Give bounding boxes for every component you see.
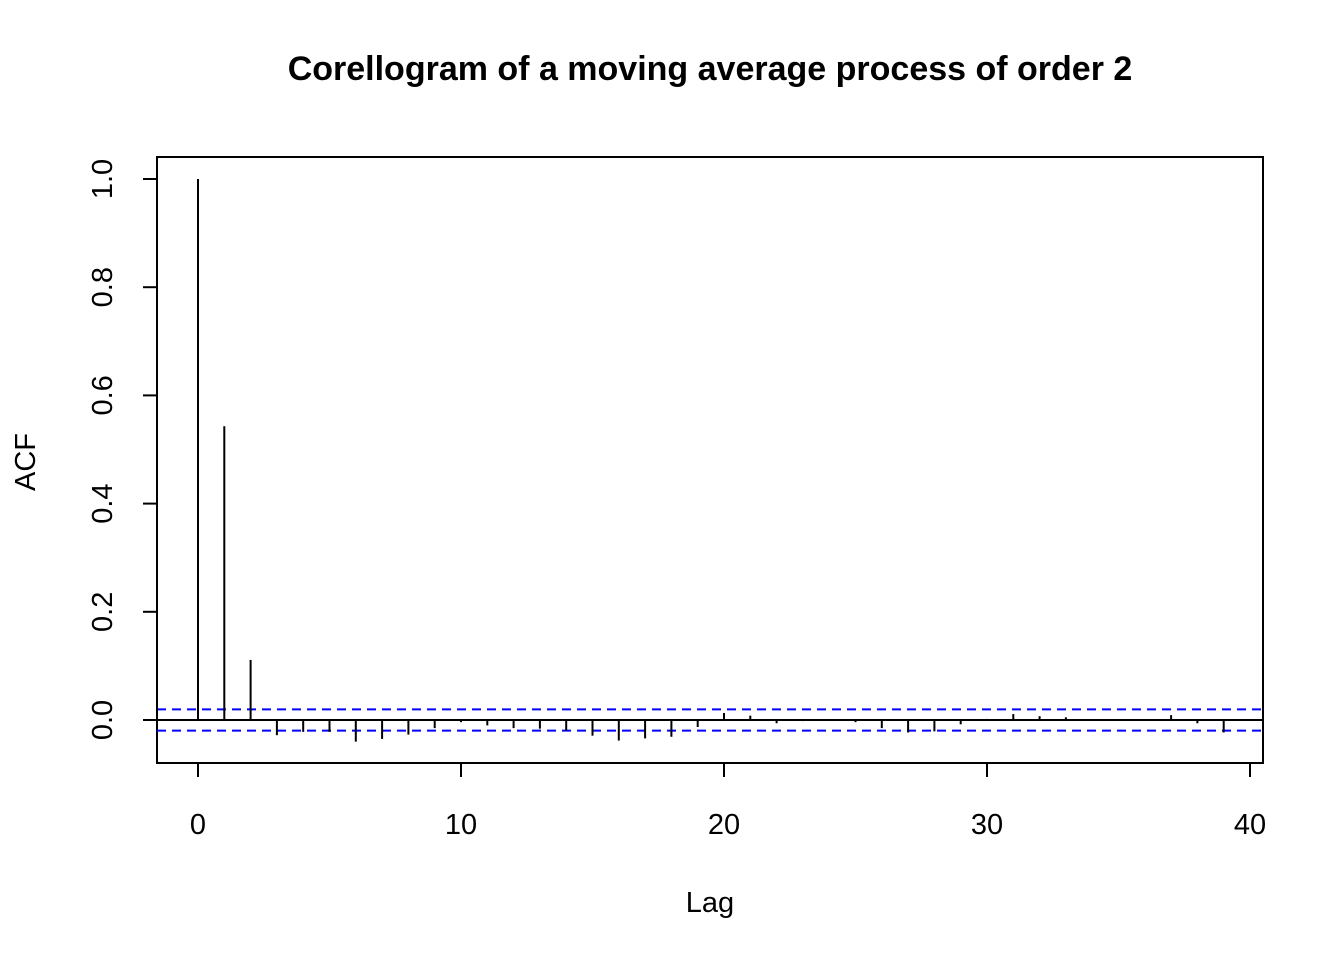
x-tick-label: 10 xyxy=(445,809,477,841)
y-tick-label: 0.0 xyxy=(87,700,119,740)
chart-title: Corellogram of a moving average process … xyxy=(288,50,1133,88)
y-tick-label: 0.4 xyxy=(87,483,119,523)
plot-frame xyxy=(156,156,1264,764)
x-tick-label: 0 xyxy=(190,809,206,841)
plot-area: 0 10 20 30 40 0.0 0.2 0.4 0.6 0.8 1.0 xyxy=(87,156,1266,841)
x-tick-label: 30 xyxy=(971,809,1003,841)
x-tick-label: 20 xyxy=(708,809,740,841)
y-tick-label: 0.2 xyxy=(87,592,119,632)
y-tick-label: 1.0 xyxy=(87,159,119,199)
y-tick-label: 0.8 xyxy=(87,267,119,307)
x-tick-label: 40 xyxy=(1234,809,1266,841)
y-axis-label: ACF xyxy=(10,433,42,491)
x-axis-label: Lag xyxy=(686,887,734,919)
y-tick-label: 0.6 xyxy=(87,375,119,415)
